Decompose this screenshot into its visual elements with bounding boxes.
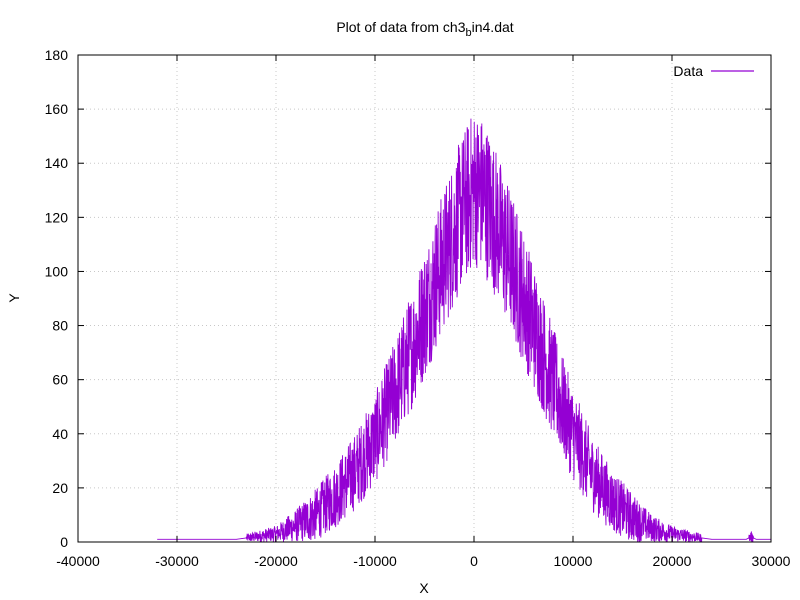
y-axis-label: Y <box>6 293 22 303</box>
y-tick-label: 100 <box>45 263 69 279</box>
x-tick-label: 0 <box>470 553 478 569</box>
x-tick-label: -40000 <box>56 553 100 569</box>
chart-title: Plot of data from ch3bin4.dat <box>336 19 513 39</box>
x-tick-label: -20000 <box>254 553 298 569</box>
x-axis-label: X <box>419 580 429 596</box>
y-tick-label: 40 <box>52 426 68 442</box>
y-tick-label: 60 <box>52 372 68 388</box>
y-tick-label: 160 <box>45 101 69 117</box>
series-data <box>157 118 771 543</box>
y-tick-label: 20 <box>52 480 68 496</box>
x-tick-label: 10000 <box>554 553 593 569</box>
y-tick-label: 140 <box>45 155 69 171</box>
x-tick-label: 20000 <box>653 553 692 569</box>
x-tick-label: -30000 <box>155 553 199 569</box>
plot-frame <box>77 54 772 543</box>
y-tick-label: 0 <box>60 534 68 550</box>
y-tick-label: 180 <box>45 47 69 63</box>
axis-ticks: -40000 -30000 -20000 -10000 0 10000 20000 30000… <box>45 47 791 569</box>
legend: Data <box>673 63 754 79</box>
x-tick-label: 30000 <box>752 553 791 569</box>
legend-entry-data: Data <box>673 63 703 79</box>
y-tick-label: 80 <box>52 318 68 334</box>
series-line-data <box>157 118 771 543</box>
x-tick-label: -10000 <box>353 553 397 569</box>
y-tick-label: 120 <box>45 209 69 225</box>
